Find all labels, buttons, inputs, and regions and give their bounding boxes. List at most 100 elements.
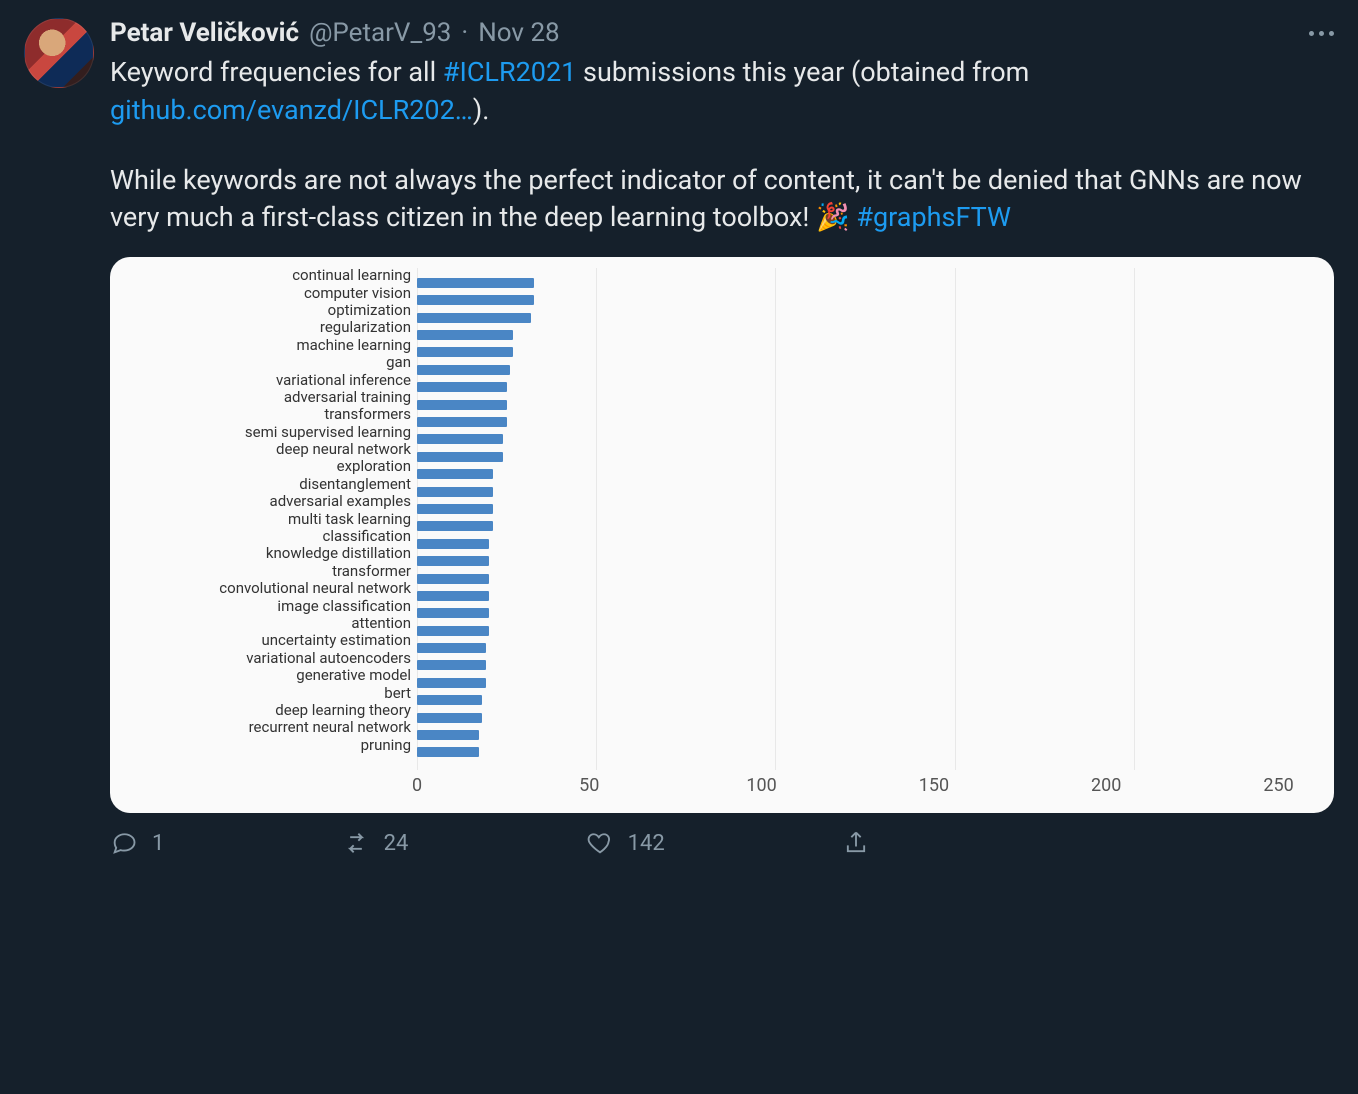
chart-card[interactable]: continual learningcomputer visionoptimiz… [110, 257, 1334, 813]
display-name[interactable]: Petar Veličković [110, 18, 299, 48]
chart-bar-row [417, 274, 1313, 291]
share-button[interactable] [842, 829, 870, 857]
chart-bar-row [417, 483, 1313, 500]
chart-ylabel: machine learning [121, 338, 417, 355]
chart-bar-row [417, 674, 1313, 691]
chart-bar-row [417, 465, 1313, 482]
chart-bar-row [417, 587, 1313, 604]
chart-bar-row [417, 622, 1313, 639]
body-text: Keyword frequencies for all [110, 56, 443, 88]
chart-bar-row [417, 379, 1313, 396]
chart-bar-row [417, 344, 1313, 361]
chart-bar-row [417, 535, 1313, 552]
chart-bar [417, 452, 503, 462]
chart-bar-row [417, 639, 1313, 656]
body-text: ). [473, 94, 490, 126]
tweet-container: Petar Veličković @PetarV_93 · Nov 28 Key… [0, 0, 1358, 867]
chart-ylabel: pruning [121, 738, 417, 755]
chart-bar [417, 469, 493, 479]
chart-bar-row [417, 500, 1313, 517]
retweet-button[interactable]: 24 [342, 829, 409, 857]
chart-bar [417, 713, 482, 723]
retweet-count: 24 [384, 831, 409, 856]
chart-bar-row [417, 709, 1313, 726]
chart-ylabel: convolutional neural network [121, 581, 417, 598]
chart-bar-row [417, 518, 1313, 535]
chart-plot-area: 050100150200250 [417, 268, 1313, 798]
hashtag-graphsftw[interactable]: #graphsFTW [856, 201, 1011, 233]
chart-xtick: 200 [1091, 775, 1121, 796]
chart-bar-row [417, 361, 1313, 378]
handle[interactable]: @PetarV_93 [309, 18, 451, 48]
chart-bar [417, 626, 489, 636]
body-text: While keywords are not always the perfec… [110, 164, 1302, 234]
more-icon [1309, 31, 1334, 36]
chart-xtick: 150 [919, 775, 949, 796]
chart-bar-row [417, 292, 1313, 309]
like-count: 142 [628, 831, 665, 856]
chart-bar [417, 660, 486, 670]
tweet-header: Petar Veličković @PetarV_93 · Nov 28 [110, 18, 1334, 48]
chart-bar-row [417, 431, 1313, 448]
chart-bar [417, 591, 489, 601]
reply-count: 1 [152, 831, 164, 856]
hashtag-iclr2021[interactable]: #ICLR2021 [443, 56, 576, 88]
tweet-body: Keyword frequencies for all #ICLR2021 su… [110, 54, 1334, 237]
chart-bars [417, 268, 1313, 770]
chart-bar [417, 730, 479, 740]
chart-bar-row [417, 657, 1313, 674]
chart-bar [417, 574, 489, 584]
chart-bar-row [417, 413, 1313, 430]
chart-bar-row [417, 726, 1313, 743]
chart-bar [417, 278, 534, 288]
chart-bar [417, 504, 493, 514]
chart-bar [417, 747, 479, 757]
chart-bar [417, 539, 489, 549]
chart-ylabels: continual learningcomputer visionoptimiz… [121, 268, 417, 798]
link-github[interactable]: github.com/evanzd/ICLR202… [110, 94, 473, 126]
reply-icon [110, 829, 138, 857]
chart-bar-row [417, 326, 1313, 343]
chart-bar-row [417, 396, 1313, 413]
chart-bar-row [417, 744, 1313, 761]
chart-bar [417, 487, 493, 497]
chart-bar [417, 400, 507, 410]
chart-bar [417, 556, 489, 566]
chart-xtick: 250 [1263, 775, 1293, 796]
chart-bar [417, 643, 486, 653]
body-paragraph-2: While keywords are not always the perfec… [110, 162, 1334, 238]
chart-bar-row [417, 448, 1313, 465]
chart-ylabel: gan [121, 355, 417, 372]
chart-ylabel: generative model [121, 668, 417, 685]
share-icon [842, 829, 870, 857]
body-text: submissions this year (obtained from [576, 56, 1029, 88]
tweet-actions: 1 24 142 [110, 829, 870, 857]
chart-bar-row [417, 570, 1313, 587]
tweet-content-column: Petar Veličković @PetarV_93 · Nov 28 Key… [110, 18, 1334, 857]
chart-bar [417, 695, 482, 705]
chart-bar-row [417, 605, 1313, 622]
heart-icon [586, 829, 614, 857]
chart-bar-row [417, 692, 1313, 709]
chart-bar [417, 365, 510, 375]
chart-bar [417, 295, 534, 305]
chart-xtick: 50 [579, 775, 599, 796]
more-button[interactable] [1309, 31, 1334, 36]
post-date[interactable]: Nov 28 [478, 18, 559, 48]
chart-bar [417, 347, 513, 357]
chart-bar [417, 678, 486, 688]
chart-bar-row [417, 552, 1313, 569]
retweet-icon [342, 829, 370, 857]
chart-bar [417, 434, 503, 444]
chart-bar-row [417, 309, 1313, 326]
chart-bar [417, 417, 507, 427]
chart-bar [417, 330, 513, 340]
chart-bar [417, 382, 507, 392]
like-button[interactable]: 142 [586, 829, 665, 857]
reply-button[interactable]: 1 [110, 829, 164, 857]
avatar[interactable] [24, 18, 94, 88]
chart-bar [417, 608, 489, 618]
chart-xaxis: 050100150200250 [417, 770, 1313, 798]
chart-bar [417, 521, 493, 531]
chart-xtick: 100 [746, 775, 776, 796]
